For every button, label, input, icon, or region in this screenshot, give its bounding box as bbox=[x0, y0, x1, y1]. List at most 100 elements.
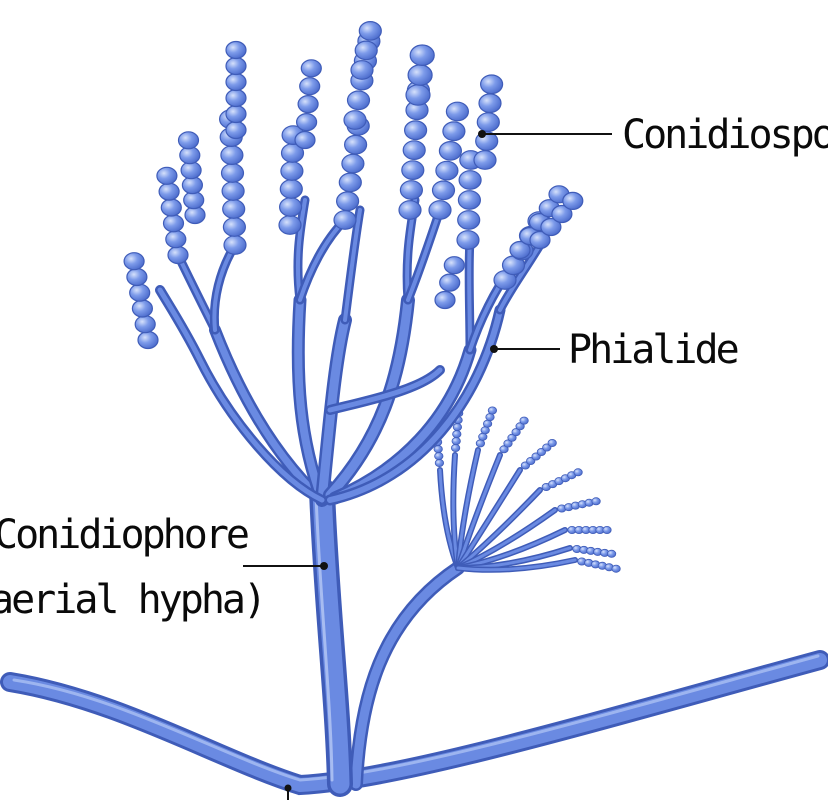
branch-6-fill bbox=[176, 253, 217, 332]
small-spore-2-2 bbox=[478, 432, 488, 441]
conidiospore-1-1 bbox=[165, 230, 187, 249]
conidiospore-2-1 bbox=[183, 191, 205, 210]
conidiospore-10-4 bbox=[404, 120, 428, 141]
conidiospore-10-1 bbox=[399, 180, 423, 200]
small-spore-2-3 bbox=[480, 426, 490, 435]
leader-line-phialide bbox=[490, 345, 560, 353]
conidiospore-17-0 bbox=[529, 230, 551, 250]
conidiospore-6-4 bbox=[300, 59, 322, 78]
conidiospore-0-2 bbox=[131, 299, 153, 318]
label-phialide: Phialide bbox=[568, 327, 738, 373]
conidiospore-17-2 bbox=[551, 204, 573, 224]
main-conidiophore-stalk bbox=[309, 477, 353, 797]
conidiospore-6-1 bbox=[296, 112, 318, 132]
conidiospore-chains bbox=[123, 20, 584, 350]
small-spore-0-1 bbox=[434, 458, 444, 467]
small-spore-1-4 bbox=[452, 423, 462, 432]
small-spore-3-1 bbox=[499, 445, 509, 454]
small-spore-0-2 bbox=[434, 452, 444, 461]
small-spore-0-3 bbox=[433, 445, 443, 454]
conidiospore-4-5 bbox=[225, 40, 247, 60]
conidiospore-6-3 bbox=[299, 77, 321, 96]
conidiospore-4-3 bbox=[225, 72, 247, 92]
conidiospore-3-2 bbox=[222, 199, 246, 219]
branch-16-fill bbox=[157, 287, 325, 503]
conidiospore-9-2 bbox=[358, 20, 382, 41]
secondary-brush bbox=[431, 406, 621, 573]
conidiospore-2-5 bbox=[177, 131, 200, 150]
small-spore-7-6 bbox=[602, 526, 612, 535]
conidiospore-1-2 bbox=[162, 214, 185, 233]
conidiospore-12-1 bbox=[431, 180, 456, 201]
small-spore-5-6 bbox=[573, 468, 583, 477]
conidiospore-3-0 bbox=[223, 235, 247, 255]
conidiospore-3-3 bbox=[221, 181, 245, 201]
conidiospore-3-1 bbox=[222, 217, 246, 237]
small-spore-3-2 bbox=[503, 439, 513, 448]
conidiospore-9-1 bbox=[354, 40, 378, 61]
branch-3-fill bbox=[325, 295, 413, 500]
conidiospore-10-2 bbox=[401, 160, 425, 181]
conidiospore-3-5 bbox=[220, 145, 244, 166]
branch-1-fill bbox=[294, 296, 326, 504]
branch-2-fill bbox=[317, 315, 350, 505]
leader-line-conidiospore bbox=[478, 130, 612, 138]
small-spore-8-6 bbox=[606, 549, 617, 558]
small-spore-6-6 bbox=[591, 497, 601, 506]
small-spore-2-1 bbox=[475, 439, 485, 448]
conidiospore-17-1 bbox=[540, 217, 562, 237]
branch-15-fill bbox=[498, 243, 542, 312]
conidiospore-0-1 bbox=[134, 315, 156, 334]
conidiospore-1-5 bbox=[156, 166, 178, 185]
branch-9 bbox=[295, 215, 350, 305]
small-branch-fill-9 bbox=[456, 558, 577, 572]
small-spore-2-4 bbox=[482, 419, 493, 428]
branch-10-fill bbox=[343, 208, 362, 322]
branch-5-fill bbox=[327, 307, 503, 503]
branch-13-fill bbox=[467, 238, 472, 352]
small-spore-3-6 bbox=[519, 416, 529, 425]
label-aerial-hypha: aerial hypha) bbox=[0, 577, 264, 623]
conidiospore-13-1 bbox=[457, 210, 481, 230]
main-branches bbox=[155, 195, 545, 507]
conidiospore-11-0 bbox=[405, 84, 431, 106]
conidiospore-7-0 bbox=[333, 210, 357, 230]
small-spore-2-6 bbox=[487, 406, 497, 415]
conidiospore-16-0 bbox=[509, 240, 531, 260]
conidiospore-14-0 bbox=[473, 150, 497, 170]
conidiospore-0-0 bbox=[137, 330, 159, 350]
small-spore-1-1 bbox=[450, 443, 461, 452]
conidiospore-12-3 bbox=[438, 140, 462, 161]
small-spore-3-3 bbox=[507, 433, 517, 442]
small-spore-3-5 bbox=[515, 422, 525, 431]
conidiospore-7-1 bbox=[336, 191, 360, 212]
conidiospore-14-3 bbox=[478, 93, 502, 114]
branch-17-fill bbox=[327, 367, 443, 413]
small-spore-4-6 bbox=[547, 438, 557, 447]
conidiospore-12-2 bbox=[435, 160, 459, 181]
conidiospore-14-4 bbox=[480, 74, 504, 95]
conidiospore-12-0 bbox=[428, 200, 452, 220]
conidiospore-14-2 bbox=[476, 112, 500, 132]
conidiospore-8-0 bbox=[343, 110, 367, 130]
conidiospore-7-4 bbox=[344, 134, 368, 155]
small-spore-1-2 bbox=[451, 437, 461, 446]
conidiospore-8-1 bbox=[346, 90, 371, 111]
conidiospore-4-4 bbox=[225, 56, 247, 76]
conidiospore-4-1 bbox=[225, 104, 247, 124]
leader-line-substrate bbox=[284, 784, 292, 800]
small-spore-9-6 bbox=[611, 564, 621, 573]
conidiospore-13-2 bbox=[457, 190, 481, 210]
conidiospore-0-4 bbox=[126, 267, 148, 287]
leader-line-conidiophore bbox=[243, 562, 328, 570]
conidiospore-18-2 bbox=[443, 256, 465, 275]
branch-8-fill bbox=[295, 198, 307, 302]
label-conidiophore: Conidiophore bbox=[0, 512, 248, 558]
conidiospore-6-2 bbox=[297, 94, 319, 114]
conidiospore-6-0 bbox=[294, 130, 316, 150]
substrate-hypha bbox=[0, 650, 828, 796]
conidiospore-5-0 bbox=[278, 215, 302, 235]
conidiospore-18-0 bbox=[434, 290, 456, 310]
conidiospore-9-0 bbox=[350, 60, 374, 80]
